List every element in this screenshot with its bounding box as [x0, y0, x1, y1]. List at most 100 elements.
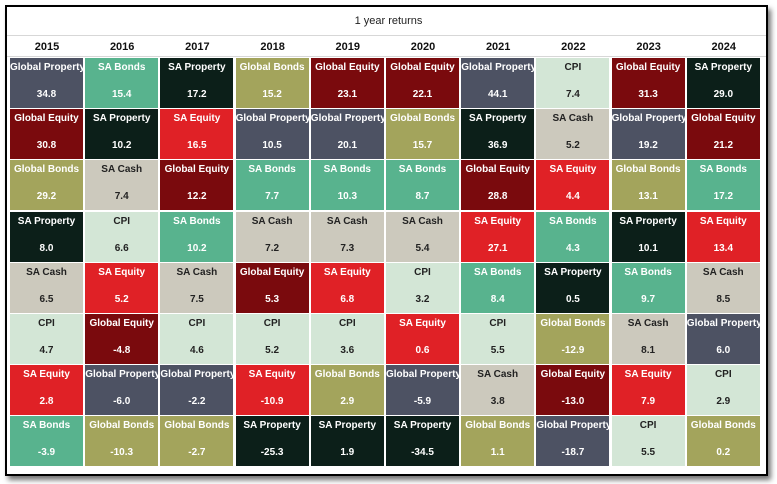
return-cell: CPI 4.6 — [160, 314, 234, 364]
asset-label: SA Equity — [248, 369, 296, 381]
asset-label: Global Property — [461, 62, 537, 73]
return-value: 7.9 — [641, 396, 656, 408]
asset-label: Global Property — [536, 420, 612, 432]
return-value: 10.3 — [337, 191, 358, 203]
return-value: 6.5 — [39, 293, 54, 305]
return-value: -12.9 — [561, 345, 585, 356]
return-value: 4.7 — [39, 345, 54, 356]
return-value: 36.9 — [487, 140, 508, 152]
asset-label: SA Property — [17, 215, 76, 227]
asset-label: Global Equity — [615, 62, 681, 73]
return-value: 31.3 — [638, 89, 658, 100]
chart-title: 1 year returns — [354, 15, 423, 27]
asset-label: Global Equity — [239, 266, 305, 278]
asset-label: SA Equity — [399, 318, 446, 329]
return-value: -4.8 — [113, 345, 131, 356]
asset-label: Global Equity — [390, 62, 455, 73]
return-value: 30.8 — [36, 140, 57, 152]
return-cell: SA Bonds 8.7 — [386, 160, 459, 211]
return-value: 5.5 — [490, 345, 505, 356]
year-header: 2015 — [34, 41, 60, 53]
return-value: 7.4 — [114, 191, 129, 203]
return-value: 0.2 — [716, 447, 731, 459]
asset-label: SA Equity — [474, 215, 522, 227]
return-cell: CPI 7.4 — [536, 58, 610, 108]
return-value: 4.4 — [565, 191, 580, 203]
asset-label: Global Bonds — [239, 62, 305, 73]
return-cell: Global Bonds 1.1 — [461, 416, 535, 467]
return-value: 1.9 — [340, 447, 355, 459]
asset-label: Global Bonds — [14, 164, 79, 176]
return-cell: SA Property 10.1 — [611, 211, 685, 262]
asset-label: SA Property — [544, 266, 602, 278]
year-header: 2018 — [260, 41, 285, 53]
return-value: 17.2 — [713, 191, 734, 203]
return-cell: SA Cash 8.1 — [611, 314, 685, 364]
return-value: 7.2 — [265, 242, 280, 254]
return-cell: CPI 2.9 — [686, 365, 760, 416]
asset-label: SA Cash — [627, 318, 669, 329]
return-cell: SA Cash 3.8 — [461, 365, 535, 416]
asset-label: Global Equity — [164, 164, 230, 176]
asset-label: SA Equity — [23, 369, 70, 381]
return-cell: SA Cash 8.5 — [686, 262, 760, 313]
return-cell: SA Bonds 4.3 — [536, 211, 610, 262]
asset-label: CPI — [489, 318, 507, 329]
return-value: 1.1 — [490, 447, 505, 459]
asset-label: SA Property — [92, 113, 151, 125]
return-cell: Global Equity -13.0 — [536, 365, 610, 416]
asset-label: Global Bonds — [465, 420, 531, 432]
asset-label: CPI — [263, 318, 281, 329]
return-value: 22.1 — [412, 89, 433, 100]
asset-label: Global Equity — [691, 113, 756, 125]
asset-label: Global Bonds — [390, 113, 455, 125]
asset-label: Global Property — [310, 113, 386, 125]
return-cell: CPI 3.2 — [386, 262, 459, 313]
return-value: 5.4 — [415, 242, 430, 254]
return-cell: Global Equity 30.8 — [10, 109, 83, 160]
return-value: 10.5 — [262, 140, 282, 152]
return-value: 21.2 — [713, 140, 734, 152]
return-cell: CPI 4.7 — [10, 314, 83, 364]
asset-label: CPI — [113, 215, 131, 227]
title-divider — [7, 35, 766, 36]
asset-label: Global Bonds — [615, 164, 681, 176]
return-value: -3.9 — [37, 447, 56, 459]
return-cell: Global Bonds 2.9 — [310, 365, 384, 416]
return-cell: Global Property -18.7 — [536, 416, 612, 467]
return-value: -6.0 — [113, 396, 131, 408]
return-value: 20.1 — [337, 140, 358, 152]
asset-label: SA Property — [243, 420, 301, 432]
return-cell: SA Cash 7.2 — [235, 211, 309, 262]
return-cell: CPI 6.6 — [85, 211, 159, 262]
asset-label: Global Property — [386, 369, 462, 381]
return-cell: Global Bonds 0.2 — [686, 416, 760, 467]
return-cell: Global Equity 28.8 — [461, 160, 535, 211]
return-value: 17.2 — [187, 89, 207, 100]
asset-label: Global Equity — [540, 369, 606, 381]
return-value: 5.2 — [265, 345, 280, 356]
asset-label: Global Property — [611, 113, 687, 125]
year-header: 2023 — [636, 41, 661, 53]
return-value: 5.2 — [114, 293, 129, 305]
return-value: 2.9 — [716, 396, 731, 408]
return-value: 8.5 — [716, 293, 731, 305]
return-value: -2.7 — [188, 447, 206, 459]
return-cell: Global Property 6.0 — [686, 314, 762, 364]
return-value: 34.8 — [36, 89, 57, 100]
return-cell: Global Equity 22.1 — [386, 58, 459, 108]
return-cell: Global Bonds 15.7 — [386, 109, 459, 160]
asset-label: CPI — [38, 318, 55, 329]
return-cell: SA Bonds -3.9 — [10, 416, 83, 467]
year-header: 2024 — [711, 41, 737, 53]
asset-label: SA Equity — [98, 266, 146, 278]
return-cell: SA Equity 16.5 — [160, 109, 234, 160]
year-header: 2017 — [185, 41, 210, 53]
asset-label: Global Property — [85, 369, 161, 381]
return-value: -5.9 — [413, 396, 432, 408]
asset-label: Global Bonds — [540, 318, 606, 329]
asset-label: SA Cash — [326, 215, 368, 227]
return-cell: Global Bonds 15.2 — [235, 58, 309, 108]
return-cell: Global Equity 31.3 — [611, 58, 685, 108]
return-value: 15.2 — [262, 89, 282, 100]
